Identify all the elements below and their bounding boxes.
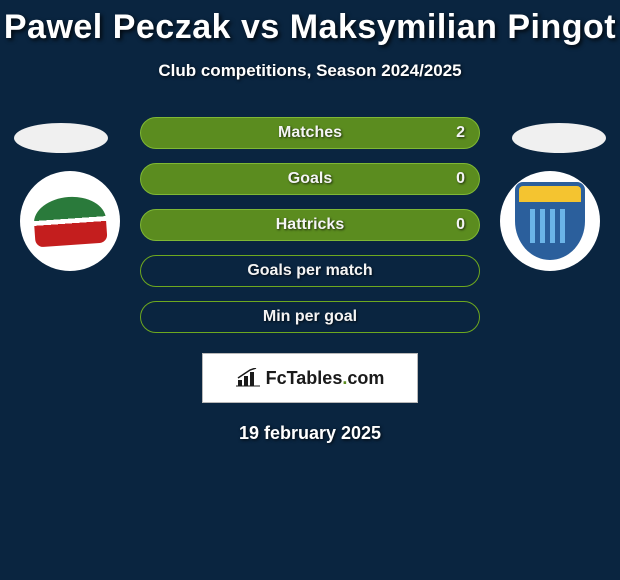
stat-row-min-per-goal: Min per goal <box>140 301 480 333</box>
subtitle: Club competitions, Season 2024/2025 <box>0 61 620 81</box>
brand-text: FcTables.com <box>266 368 385 389</box>
brand-box[interactable]: FcTables.com <box>202 353 418 403</box>
brand-com: com <box>347 368 384 388</box>
stat-rows: Matches 2 Goals 0 Hattricks 0 Goals per … <box>140 117 480 333</box>
stat-row-goals: Goals 0 <box>140 163 480 195</box>
bar-chart-icon <box>236 368 260 388</box>
stat-label: Min per goal <box>263 308 357 326</box>
stat-value: 2 <box>456 124 465 142</box>
stat-label: Hattricks <box>276 216 344 234</box>
stats-area: Matches 2 Goals 0 Hattricks 0 Goals per … <box>0 117 620 333</box>
stat-row-matches: Matches 2 <box>140 117 480 149</box>
brand-rest: Tables <box>287 368 343 388</box>
stat-value: 0 <box>456 170 465 188</box>
brand-fc: Fc <box>266 368 287 388</box>
date-text: 19 february 2025 <box>0 423 620 444</box>
stat-label: Goals <box>288 170 332 188</box>
page-title: Pawel Peczak vs Maksymilian Pingot <box>0 8 620 47</box>
comparison-card: Pawel Peczak vs Maksymilian Pingot Club … <box>0 0 620 580</box>
stat-row-hattricks: Hattricks 0 <box>140 209 480 241</box>
stat-label: Goals per match <box>247 262 372 280</box>
stat-row-goals-per-match: Goals per match <box>140 255 480 287</box>
stat-value: 0 <box>456 216 465 234</box>
stat-label: Matches <box>278 124 342 142</box>
